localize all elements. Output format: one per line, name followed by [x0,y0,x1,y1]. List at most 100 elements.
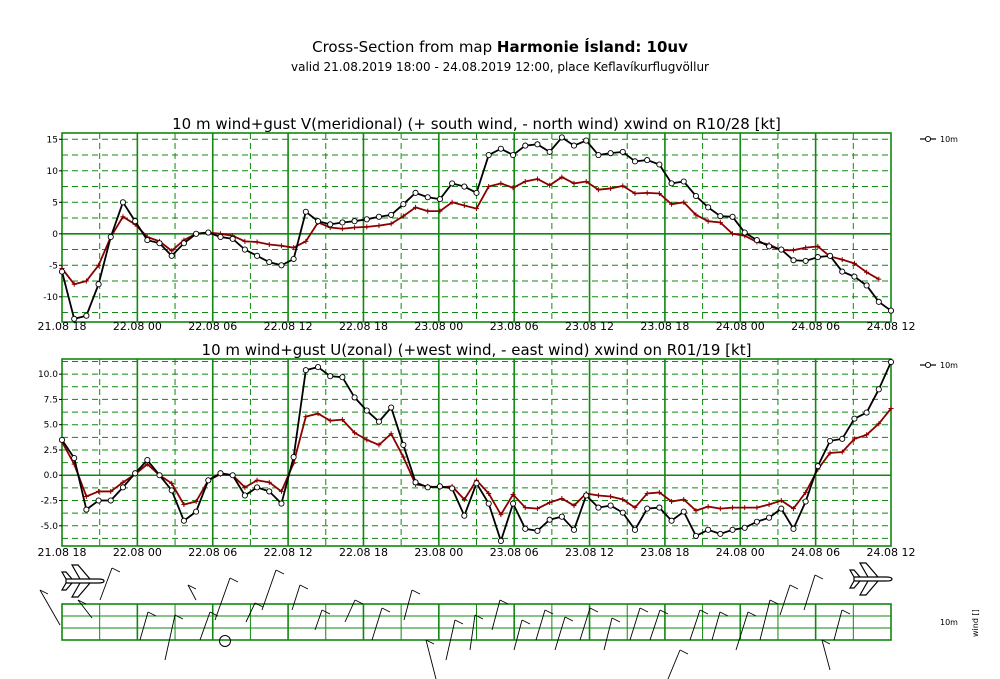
data-point-10m [729,213,736,220]
data-point-10m [449,485,456,492]
data-point-gust [742,505,748,511]
y-tick-label: 0 [52,230,58,240]
data-point-gust [815,243,821,249]
wind-barb-feather [474,614,484,620]
data-point-10m [497,145,504,152]
data-point-gust [534,176,540,182]
data-point-gust [303,238,309,244]
data-point-gust [388,221,394,227]
data-point-10m [631,158,639,165]
wind-barb-feather [411,589,421,595]
panel-title: 10 m wind+gust U(zonal) (+west wind, - e… [202,341,752,359]
data-point-10m [826,437,834,444]
data-point-gust [839,449,845,455]
wind-barb-feather [147,611,157,617]
data-point-gust [608,185,614,191]
data-point-gust [242,484,248,490]
data-point-gust [364,437,370,443]
wind-barb-feather [747,611,757,617]
data-point-gust [669,499,675,505]
airplane-shape [848,562,893,596]
y-tick-label: -5.0 [40,522,58,532]
data-point-10m [766,514,773,521]
data-point-10m [144,457,151,464]
data-point-gust [242,238,248,244]
data-point-10m [339,374,346,381]
data-point-10m [107,233,114,240]
data-point-10m [753,518,760,525]
data-point-gust [644,490,650,496]
data-point-gust [486,184,492,190]
data-point-10m [375,418,383,425]
data-point-10m [266,488,273,495]
data-point-10m [290,453,297,461]
data-point-10m [741,229,748,236]
data-point-10m [753,237,760,244]
y-tick-label: 5.0 [44,421,59,431]
data-point-10m [363,407,370,414]
wind-barb-feather [381,607,391,613]
data-point-gust [803,245,809,251]
wind-barb [187,584,197,601]
data-point-gust [851,260,857,266]
wind-barb-feather [77,599,87,605]
data-point-10m [814,254,821,261]
data-point-10m [656,504,663,511]
data-point-gust [620,497,626,503]
data-point-10m [839,268,846,275]
y-tick-label: -5 [49,261,58,271]
calm-circle [219,635,231,647]
wind-barb [535,609,546,641]
data-point-gust [632,190,638,196]
data-point-gust [851,436,857,442]
data-point-gust [656,489,662,495]
wind-barb [445,619,456,661]
legend-label: 10m [940,361,958,370]
data-point-10m [583,492,590,499]
wind-barb-feather [841,609,851,615]
wind-barb-feather [187,584,197,590]
x-tick-label: 24.08 12 [867,320,916,333]
data-point-gust [376,442,382,448]
data-point-gust [888,406,894,412]
data-point-gust [425,208,431,214]
x-tick-label: 23.08 06 [490,546,539,559]
data-point-10m [400,201,407,208]
data-point-gust [498,180,504,186]
wind-barb-feather [814,574,824,580]
data-point-10m [497,537,504,544]
y-tick-label: 5 [52,198,58,208]
wind-barb [39,589,61,626]
data-point-gust [790,247,796,253]
data-point-gust [364,224,370,230]
data-point-gust [83,493,89,499]
data-point-gust [669,201,675,207]
data-point-10m [851,415,858,422]
page-subtitle: valid 21.08.2019 18:00 - 24.08.2019 12:0… [290,60,709,74]
data-point-10m [302,208,309,215]
wind-barb-feather [789,584,799,590]
wind-barb-feather [521,619,531,625]
wind-barb-feather [639,607,649,613]
data-point-10m [887,358,895,366]
data-point-10m [510,151,517,159]
data-point-10m [327,373,334,380]
legend: 10m [920,135,958,144]
wind-barb-feather [111,567,121,573]
page-title: Cross-Section from map Harmonie Ísland: … [312,38,688,56]
data-point-10m [607,502,614,509]
data-point-10m [339,219,346,226]
data-point-10m [388,404,395,411]
data-point-gust [83,278,89,284]
x-tick-label: 23.08 18 [640,546,689,559]
wind-barb [77,599,93,619]
data-point-gust [461,202,467,208]
data-point-10m [278,262,285,269]
data-point-gust [681,199,687,205]
data-point-10m [241,246,248,253]
data-point-10m [95,281,102,288]
wind-barb-feather [564,616,574,622]
data-point-10m [254,252,261,259]
data-point-10m [193,508,200,515]
wind-barb [803,574,816,611]
